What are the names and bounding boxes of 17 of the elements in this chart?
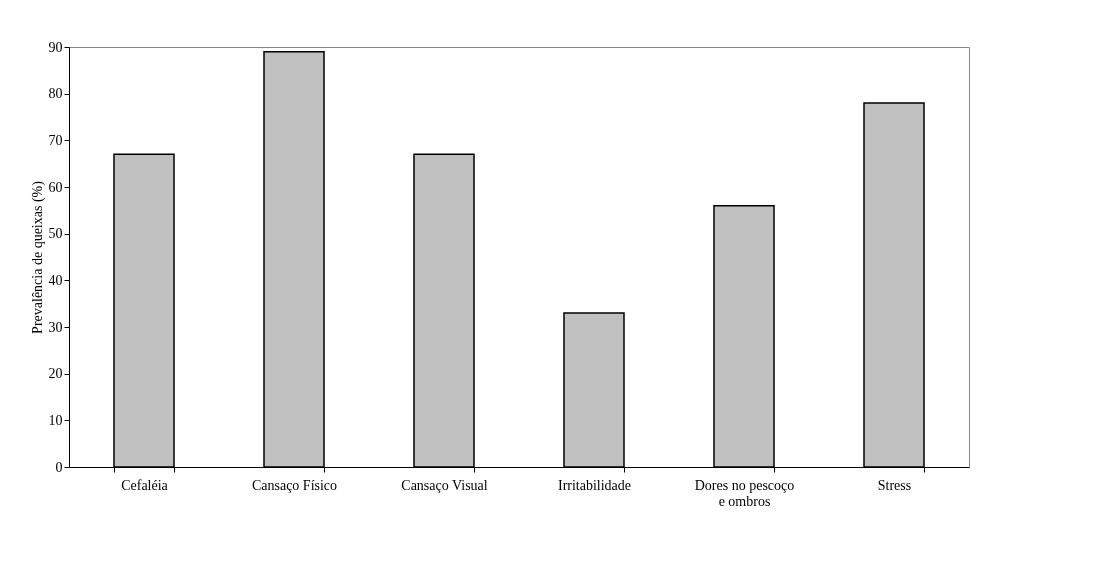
y-tick-label: 50 [48,226,63,242]
x-tick-label: Cefaléia [121,477,169,493]
y-tick-label: 90 [48,39,63,55]
x-tick-label: Cansaço Visual [401,477,488,493]
y-tick-label: 70 [48,132,63,148]
y-axis-title: Prevalência de queixas (%) [29,180,46,334]
y-tick-label: 10 [48,412,63,428]
x-tick-label: Cansaço Físico [251,477,338,493]
x-tick-label: Dores no pescoço e ombros [694,477,795,509]
x-tick-label: Irritabilidade [557,477,632,493]
x-tick-label: Stress [877,477,912,493]
y-tick-label: 20 [48,366,63,382]
y-tick-label: 40 [48,272,63,288]
y-tick-label: 30 [48,319,63,335]
y-tick-label: 60 [48,179,63,195]
y-tick-label: 80 [48,86,63,102]
y-tick-label: 0 [55,459,63,475]
